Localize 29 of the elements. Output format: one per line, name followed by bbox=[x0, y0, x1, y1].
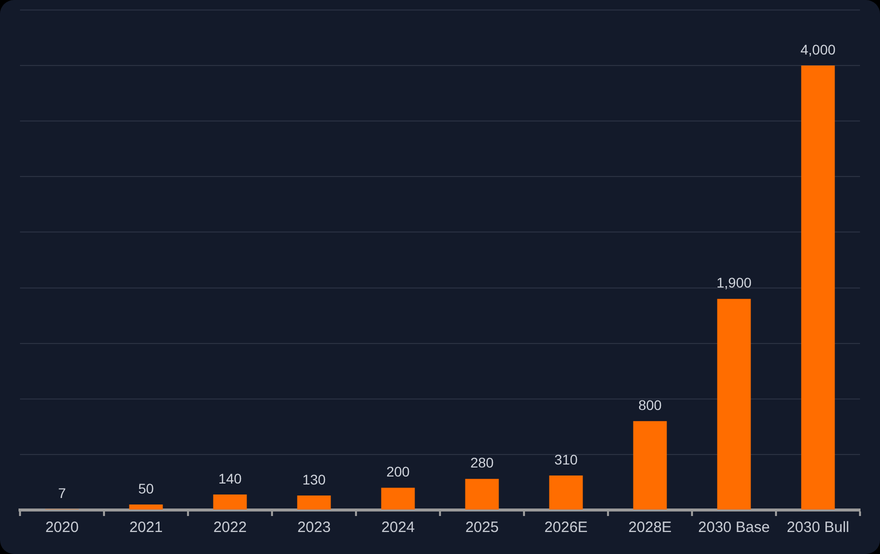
bar bbox=[297, 496, 331, 510]
x-tick-label: 2030 Bull bbox=[786, 519, 850, 536]
x-tick-label: 2026E bbox=[544, 519, 588, 536]
data-label: 310 bbox=[554, 451, 578, 468]
data-label: 4,000 bbox=[800, 41, 836, 58]
bar bbox=[717, 298, 751, 510]
x-tick-label: 2028E bbox=[628, 519, 672, 536]
x-tick-label: 2020 bbox=[45, 519, 79, 536]
data-label: 800 bbox=[638, 396, 662, 413]
bar bbox=[465, 478, 499, 510]
x-tick-label: 2021 bbox=[129, 519, 163, 536]
bar bbox=[129, 504, 163, 510]
bar bbox=[381, 488, 415, 510]
data-label: 50 bbox=[138, 480, 154, 496]
x-tick-label: 2023 bbox=[297, 519, 331, 536]
bar bbox=[633, 421, 667, 510]
data-label: 280 bbox=[470, 454, 494, 471]
x-tick-label: 2025 bbox=[465, 519, 499, 536]
x-tick-label: 2024 bbox=[381, 519, 415, 536]
data-label: 140 bbox=[218, 470, 242, 486]
x-tick-label: 2022 bbox=[213, 519, 247, 536]
bar bbox=[549, 476, 583, 510]
data-label: 7 bbox=[58, 485, 66, 502]
bar bbox=[213, 494, 247, 510]
data-label: 200 bbox=[386, 464, 410, 480]
x-tick-label: 2030 Base bbox=[698, 519, 770, 536]
data-label: 130 bbox=[302, 471, 326, 488]
bar bbox=[801, 66, 835, 510]
data-label: 1,900 bbox=[716, 274, 752, 291]
